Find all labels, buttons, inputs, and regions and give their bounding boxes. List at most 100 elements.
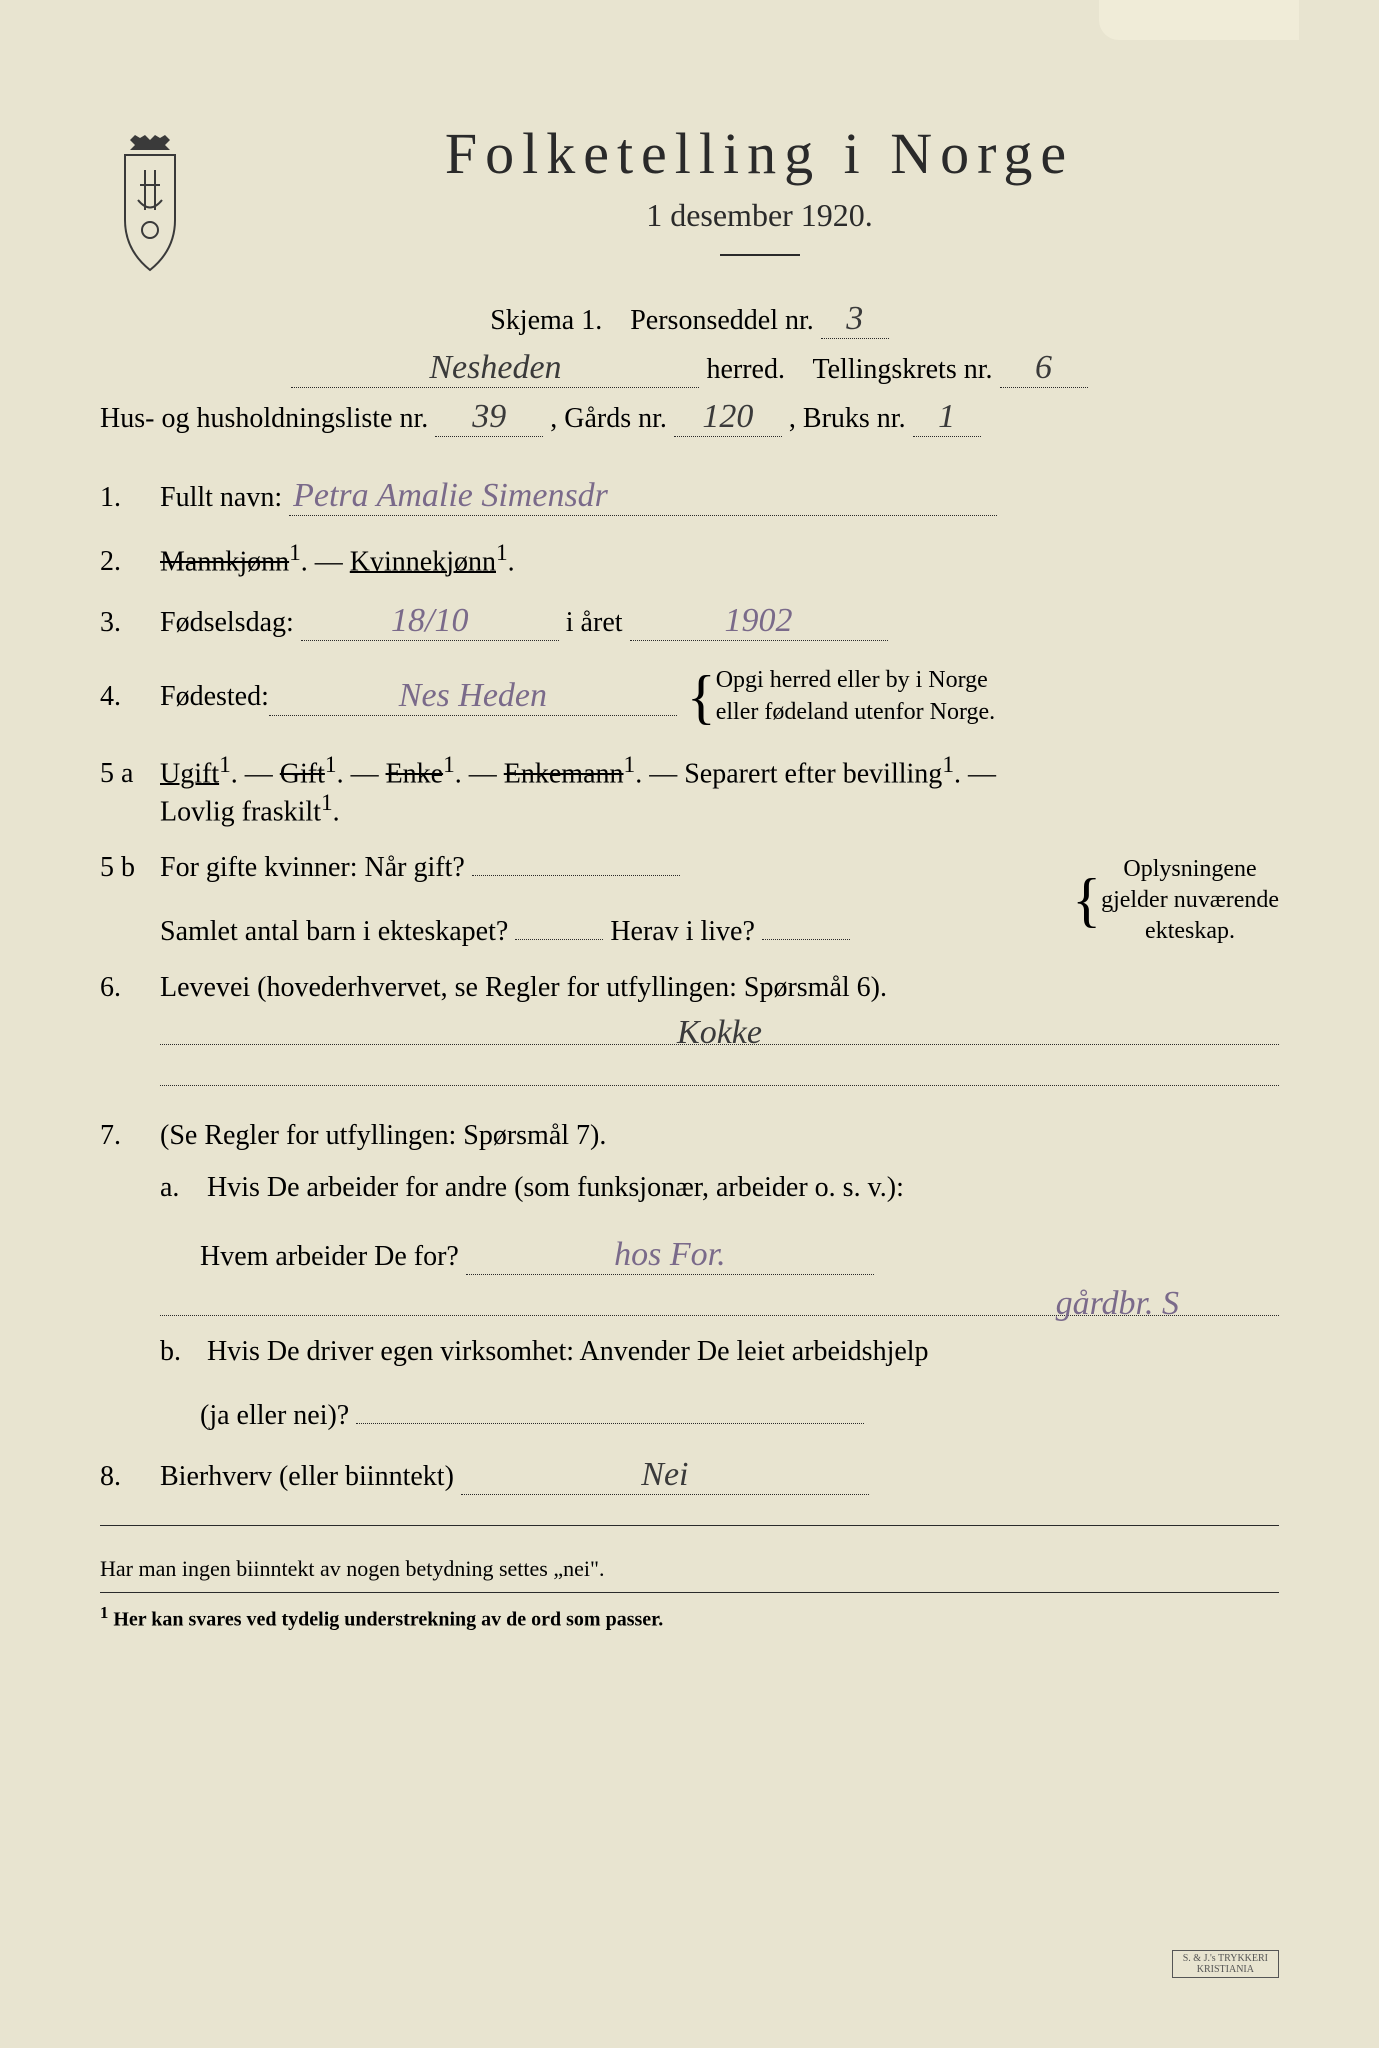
q6-num: 6. (100, 972, 160, 1004)
footer-note2: 1 Her kan svares ved tydelig understrekn… (100, 1603, 1279, 1632)
q7a-line2: Hvem arbeider De for? (200, 1241, 459, 1272)
title-divider (720, 254, 800, 256)
q5b-note2: gjelder nuværende (1101, 887, 1279, 913)
herred-label: herred. (706, 354, 785, 385)
q6-line1: Kokke (160, 1014, 1279, 1045)
q2-mann: Mannkjønn (160, 546, 289, 577)
q5b-note: Oplysningene gjelder nuværende ekteskap. (1101, 854, 1279, 948)
q3-year: 1902 (630, 602, 888, 641)
footer-note1: Har man ingen biinntekt av nogen betydni… (100, 1556, 1279, 1582)
q7-num: 7. (100, 1120, 160, 1152)
q4-note1: Opgi herred eller by i Norge (716, 667, 988, 693)
q5b-live-value (762, 939, 850, 940)
q7a-line1: Hvis De arbeider for andre (som funksjon… (207, 1172, 904, 1203)
bruks-nr: 1 (913, 398, 981, 437)
q1-num: 1. (100, 482, 160, 514)
q1-label: Fullt navn: (160, 482, 282, 513)
q5b-gift-value (472, 875, 680, 876)
main-title: Folketelling i Norge (240, 120, 1279, 187)
q5a-separert: Separert efter bevilling (684, 758, 942, 789)
q7-row: 7. (Se Regler for utfyllingen: Spørsmål … (100, 1120, 1279, 1432)
q5b-label2: Samlet antal barn i ekteskapet? (160, 916, 508, 947)
skjema-line: Skjema 1. Personseddel nr. 3 (100, 300, 1279, 339)
q5b-note3: ekteskap. (1145, 918, 1235, 944)
q7b-value (356, 1423, 864, 1424)
q3-row: 3. Fødselsdag: 18/10 i året 1902 (100, 602, 1279, 641)
meta-block: Skjema 1. Personseddel nr. 3 Nesheden he… (100, 300, 1279, 437)
q5b-label1: For gifte kvinner: Når gift? (160, 852, 465, 883)
q2-kvinne: Kvinnekjønn (350, 546, 496, 577)
tellingskrets-label: Tellingskrets nr. (812, 354, 992, 385)
q7b-line2: (ja eller nei)? (200, 1400, 349, 1431)
herred-value: Nesheden (291, 349, 699, 388)
gards-label: , Gårds nr. (550, 403, 667, 434)
bruks-label: , Bruks nr. (789, 403, 906, 434)
husliste-line: Hus- og husholdningsliste nr. 39 , Gårds… (100, 398, 1279, 437)
q6-label: Levevei (hovederhvervet, se Regler for u… (160, 972, 887, 1003)
q5b-note1: Oplysningene (1123, 856, 1256, 882)
q7b-letter: b. (160, 1336, 200, 1368)
q5b-barn-value (515, 939, 603, 940)
q1-value: Petra Amalie Simensdr (289, 477, 997, 516)
q5a-enkemann: Enkemann (504, 758, 624, 789)
census-form-page: Folketelling i Norge 1 desember 1920. Sk… (0, 0, 1379, 2048)
q2-sup1: 1 (289, 540, 301, 566)
q4-note2: eller fødeland utenfor Norge. (716, 699, 995, 725)
stamp-line1: S. & J.'s TRYKKERI (1183, 1953, 1268, 1964)
q2-sup2: 1 (496, 540, 508, 566)
stamp-line2: KRISTIANIA (1197, 1964, 1254, 1975)
q7a-value2: gårdbr. S (1056, 1285, 1179, 1322)
footer-note2-text: Her kan svares ved tydelig understreknin… (113, 1609, 663, 1631)
q5a-ugift: Ugift (160, 758, 219, 789)
q7b-line1: Hvis De driver egen virksomhet: Anvender… (207, 1336, 929, 1367)
header: Folketelling i Norge 1 desember 1920. (100, 120, 1279, 280)
subtitle: 1 desember 1920. (240, 197, 1279, 234)
q4-num: 4. (100, 681, 160, 713)
husliste-nr: 39 (435, 398, 543, 437)
q3-label: Fødselsdag: (160, 607, 294, 638)
q2-num: 2. (100, 546, 160, 578)
q5a-enke: Enke (386, 758, 444, 789)
q7-label: (Se Regler for utfyllingen: Spørsmål 7). (160, 1120, 606, 1151)
herred-line: Nesheden herred. Tellingskrets nr. 6 (100, 349, 1279, 388)
personseddel-nr: 3 (821, 300, 889, 339)
questions-block: 1. Fullt navn: Petra Amalie Simensdr 2. … (100, 477, 1279, 1632)
q3-day: 18/10 (301, 602, 559, 641)
q4-value: Nes Heden (269, 677, 677, 716)
q5a-num: 5 a (100, 758, 160, 790)
q4-label: Fødested: (160, 681, 269, 713)
gards-nr: 120 (674, 398, 782, 437)
q8-value: Nei (461, 1456, 869, 1495)
q4-note: Opgi herred eller by i Norge eller fødel… (716, 665, 995, 727)
footer-divider-1 (100, 1525, 1279, 1526)
q8-label: Bierhverv (eller biinntekt) (160, 1461, 454, 1492)
q2-dash: — (315, 546, 350, 577)
q6-value: Kokke (677, 1014, 762, 1051)
q5a-gift: Gift (280, 758, 325, 789)
q3-num: 3. (100, 607, 160, 639)
q3-year-label: i året (566, 607, 623, 638)
q6-line2 (160, 1055, 1279, 1086)
q5a-row: 5 a Ugift1. — Gift1. — Enke1. — Enkemann… (100, 752, 1279, 829)
coat-of-arms-icon (100, 130, 200, 280)
q7a-letter: a. (160, 1172, 200, 1204)
q8-num: 8. (100, 1461, 160, 1493)
husliste-label: Hus- og husholdningsliste nr. (100, 403, 428, 434)
q6-row: 6. Levevei (hovederhvervet, se Regler fo… (100, 972, 1279, 1096)
skjema-label: Skjema 1. (490, 305, 602, 336)
q5b-row: 5 b For gifte kvinner: Når gift? Samlet … (100, 852, 1279, 948)
printer-stamp: S. & J.'s TRYKKERI KRISTIANIA (1172, 1950, 1279, 1978)
q2-row: 2. Mannkjønn1. — Kvinnekjønn1. (100, 540, 1279, 578)
footer-divider-2 (100, 1592, 1279, 1593)
q5b-label3: Herav i live? (610, 916, 755, 947)
q8-row: 8. Bierhverv (eller biinntekt) Nei (100, 1456, 1279, 1495)
personseddel-label: Personseddel nr. (630, 305, 814, 336)
q5b-num: 5 b (100, 852, 160, 884)
footer-sup: 1 (100, 1603, 108, 1622)
title-block: Folketelling i Norge 1 desember 1920. (240, 120, 1279, 276)
q7a-line-extra: gårdbr. S (160, 1285, 1279, 1316)
q5a-fraskilt: Lovlig fraskilt (160, 796, 321, 827)
tellingskrets-nr: 6 (1000, 349, 1088, 388)
q4-row: 4. Fødested: Nes Heden { Opgi herred ell… (100, 665, 1279, 727)
q7a-value1: hos For. (466, 1236, 874, 1275)
